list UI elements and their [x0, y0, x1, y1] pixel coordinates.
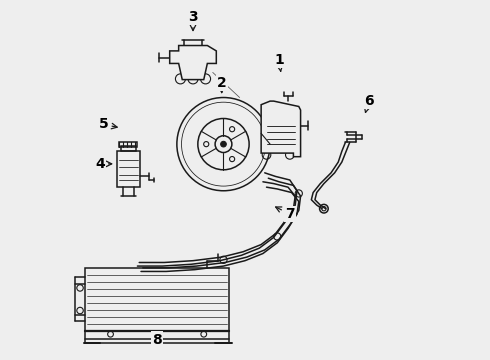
Text: 5: 5	[98, 117, 117, 131]
Circle shape	[220, 141, 226, 147]
Bar	[121, 146, 136, 150]
Bar	[85, 268, 229, 330]
Bar	[120, 142, 137, 147]
Text: 2: 2	[217, 76, 226, 93]
Text: 6: 6	[364, 94, 373, 112]
Text: 8: 8	[152, 331, 162, 347]
Text: 1: 1	[274, 53, 284, 71]
Polygon shape	[170, 45, 216, 80]
Text: 7: 7	[276, 207, 294, 221]
Bar	[117, 150, 140, 187]
Polygon shape	[261, 101, 300, 157]
Text: 3: 3	[188, 10, 198, 31]
Text: 4: 4	[95, 157, 112, 171]
